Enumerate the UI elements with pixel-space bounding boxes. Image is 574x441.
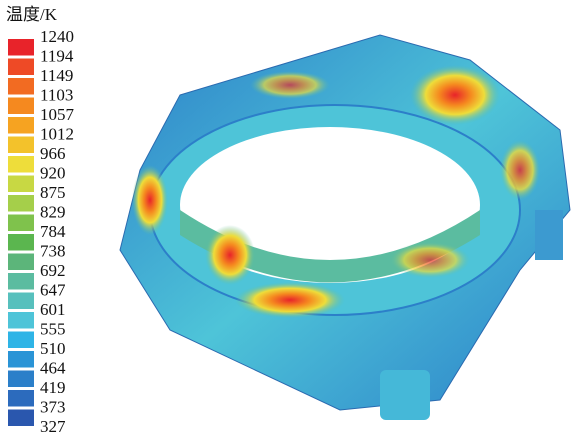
legend-swatch [8,293,34,310]
color-legend: 温度/K 12401194114911031057101296692087582… [6,5,75,436]
legend-label: 1194 [40,46,74,65]
legend-label: 327 [40,417,66,436]
legend-label: 373 [40,397,66,416]
legend-swatch [8,176,34,193]
legend-swatch [8,254,34,271]
legend-swatch [8,156,34,173]
legend-label: 1103 [40,85,73,104]
legend-label: 1012 [40,124,74,143]
legend-label: 966 [40,144,66,163]
legend-label: 875 [40,183,66,202]
legend-label: 1149 [40,66,73,85]
legend-label: 647 [40,280,66,299]
legend-swatch [8,332,34,349]
legend-label: 464 [40,358,66,377]
legend-swatch [8,39,34,56]
legend-label: 1240 [40,27,74,46]
legend-swatch [8,390,34,407]
legend-swatch [8,59,34,76]
legend-label: 555 [40,319,66,338]
legend-swatch [8,98,34,115]
legend-swatch [8,312,34,329]
legend-swatch [8,351,34,368]
legend-label: 419 [40,378,66,397]
legend-swatch [8,273,34,290]
legend-swatch [8,410,34,427]
legend-label: 784 [40,222,66,241]
legend-label: 920 [40,163,66,182]
legend-label: 1057 [40,105,75,124]
legend-swatch [8,195,34,212]
legend-swatch [8,215,34,232]
legend-title: 温度/K [6,5,58,24]
legend-label: 601 [40,300,66,319]
contour-figure: 温度/K 12401194114911031057101296692087582… [0,0,574,441]
page: 温度/K 12401194114911031057101296692087582… [0,0,574,441]
legend-swatch [8,137,34,154]
model-render [120,35,570,420]
legend-swatch [8,234,34,251]
legend-label: 510 [40,339,66,358]
legend-label: 738 [40,241,66,260]
legend-swatch [8,78,34,95]
legend-label: 692 [40,261,66,280]
legend-swatch [8,117,34,134]
legend-label: 829 [40,202,66,221]
legend-swatch [8,371,34,388]
